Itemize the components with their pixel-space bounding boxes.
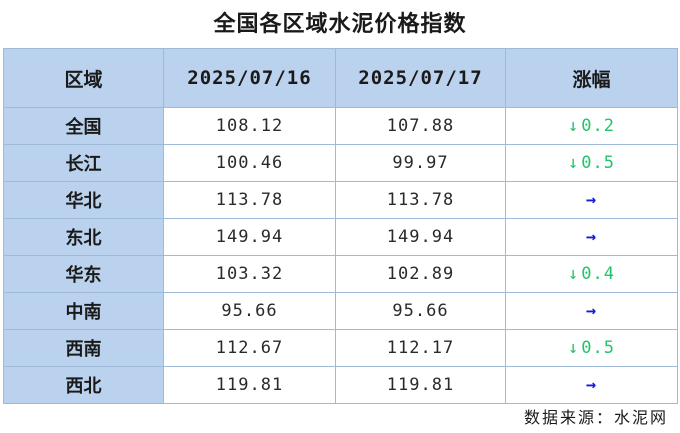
row-change: →	[505, 218, 678, 256]
row-change: →	[505, 292, 678, 330]
row-value-date-1: 112.67	[163, 329, 336, 367]
row-change: ↓ 0.5	[505, 329, 678, 367]
row-value-date-2: 107.88	[335, 107, 506, 145]
row-value-date-2: 119.81	[335, 366, 506, 404]
down-arrow-icon: ↓	[568, 153, 580, 173]
table-header-row: 区域 2025/07/16 2025/07/17 涨幅	[3, 48, 678, 108]
row-value-date-2: 113.78	[335, 181, 506, 219]
table-row: 长江 100.46 99.97 ↓ 0.5	[3, 144, 678, 182]
row-value-date-1: 113.78	[163, 181, 336, 219]
row-region: 西北	[3, 366, 164, 404]
row-region: 西南	[3, 329, 164, 367]
row-change-value: 0.2	[581, 116, 615, 136]
header-region: 区域	[3, 48, 164, 108]
row-value-date-1: 95.66	[163, 292, 336, 330]
row-value-date-2: 99.97	[335, 144, 506, 182]
cement-price-index-table: 区域 2025/07/16 2025/07/17 涨幅 全国 108.12 10…	[3, 48, 678, 404]
row-region: 全国	[3, 107, 164, 145]
row-change: ↓ 0.4	[505, 255, 678, 293]
table-row: 东北 149.94 149.94 →	[3, 218, 678, 256]
row-value-date-2: 149.94	[335, 218, 506, 256]
table-row: 中南 95.66 95.66 →	[3, 292, 678, 330]
right-arrow-icon: →	[585, 301, 598, 321]
right-arrow-icon: →	[585, 190, 598, 210]
row-value-date-1: 149.94	[163, 218, 336, 256]
down-arrow-icon: ↓	[568, 338, 580, 358]
right-arrow-icon: →	[585, 227, 598, 247]
row-region: 华北	[3, 181, 164, 219]
down-arrow-icon: ↓	[568, 264, 580, 284]
down-arrow-icon: ↓	[568, 116, 580, 136]
row-value-date-2: 102.89	[335, 255, 506, 293]
table-row: 华东 103.32 102.89 ↓ 0.4	[3, 255, 678, 293]
right-arrow-icon: →	[585, 375, 598, 395]
row-change: ↓ 0.2	[505, 107, 678, 145]
row-change: →	[505, 366, 678, 404]
row-region: 中南	[3, 292, 164, 330]
table-row: 全国 108.12 107.88 ↓ 0.2	[3, 107, 678, 145]
row-region: 东北	[3, 218, 164, 256]
row-change: →	[505, 181, 678, 219]
header-date-1: 2025/07/16	[163, 48, 336, 108]
row-value-date-1: 119.81	[163, 366, 336, 404]
row-change-value: 0.5	[581, 338, 615, 358]
row-value-date-2: 112.17	[335, 329, 506, 367]
table-row: 华北 113.78 113.78 →	[3, 181, 678, 219]
row-value-date-1: 103.32	[163, 255, 336, 293]
data-source-note: 数据来源：水泥网	[523, 408, 668, 427]
page-title: 全国各区域水泥价格指数	[213, 12, 467, 37]
table-row: 西南 112.67 112.17 ↓ 0.5	[3, 329, 678, 367]
row-change-value: 0.4	[581, 264, 615, 284]
row-value-date-1: 100.46	[163, 144, 336, 182]
table-row: 西北 119.81 119.81 →	[3, 366, 678, 404]
row-value-date-1: 108.12	[163, 107, 336, 145]
row-change: ↓ 0.5	[505, 144, 678, 182]
row-value-date-2: 95.66	[335, 292, 506, 330]
header-change: 涨幅	[505, 48, 678, 108]
row-region: 长江	[3, 144, 164, 182]
row-region: 华东	[3, 255, 164, 293]
row-change-value: 0.5	[581, 153, 615, 173]
header-date-2: 2025/07/17	[335, 48, 506, 108]
